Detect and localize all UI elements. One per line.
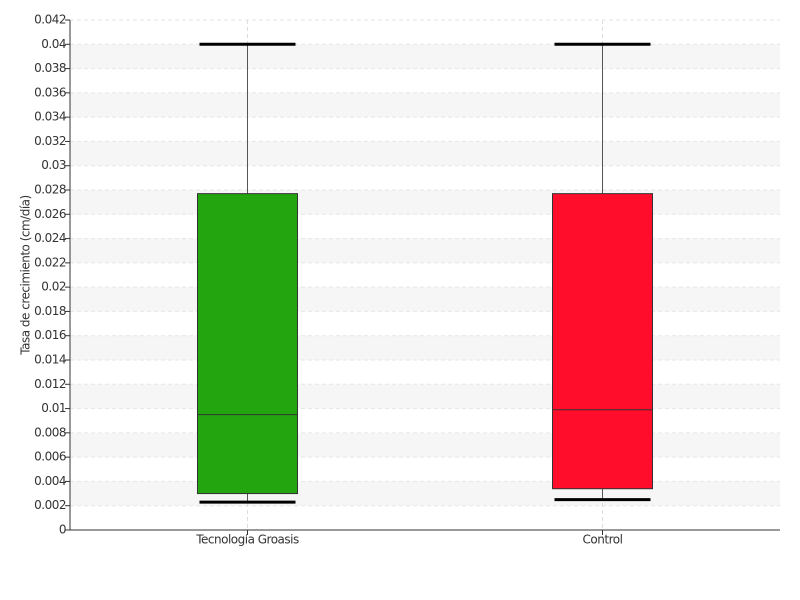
y-tick-label: 0.01 xyxy=(41,401,66,415)
y-tick-label: 0.024 xyxy=(34,231,66,245)
grid-band xyxy=(70,287,780,312)
x-tick-label: Tecnología Groasis xyxy=(195,533,299,547)
y-tick-label: 0.018 xyxy=(34,304,66,318)
y-tick-label: 0.002 xyxy=(34,498,66,512)
y-tick-label: 0.012 xyxy=(34,377,66,391)
y-tick-label: 0.026 xyxy=(34,207,66,221)
y-tick-label: 0.03 xyxy=(41,158,66,172)
y-tick-label: 0 xyxy=(59,523,66,537)
y-tick-label: 0.032 xyxy=(34,134,66,148)
grid-band xyxy=(70,141,780,166)
y-tick-label: 0.006 xyxy=(34,450,66,464)
grid-band xyxy=(70,335,780,360)
y-tick-label: 0.02 xyxy=(41,280,66,294)
grid-band xyxy=(70,481,780,506)
box xyxy=(197,193,298,495)
y-axis-label: Tasa de crecimiento (cm/día) xyxy=(19,195,33,355)
y-tick-label: 0.008 xyxy=(34,425,66,439)
x-tick-label: Control xyxy=(583,533,623,547)
grid-band xyxy=(70,384,780,409)
y-tick-label: 0.022 xyxy=(34,255,66,269)
box xyxy=(552,193,653,490)
y-tick-label: 0.042 xyxy=(34,13,66,27)
y-tick-label: 0.014 xyxy=(34,353,66,367)
grid-band xyxy=(70,44,780,69)
y-tick-label: 0.016 xyxy=(34,328,66,342)
y-tick-label: 0.04 xyxy=(41,37,66,51)
y-tick-label: 0.034 xyxy=(34,110,66,124)
y-tick-label: 0.038 xyxy=(34,61,66,75)
grid-band xyxy=(70,432,780,458)
grid-band xyxy=(70,92,780,118)
y-tick-label: 0.004 xyxy=(34,474,66,488)
y-tick-label: 0.036 xyxy=(34,85,66,99)
y-tick-label: 0.028 xyxy=(34,183,66,197)
grid-band xyxy=(70,238,780,263)
grid-band xyxy=(70,190,780,215)
